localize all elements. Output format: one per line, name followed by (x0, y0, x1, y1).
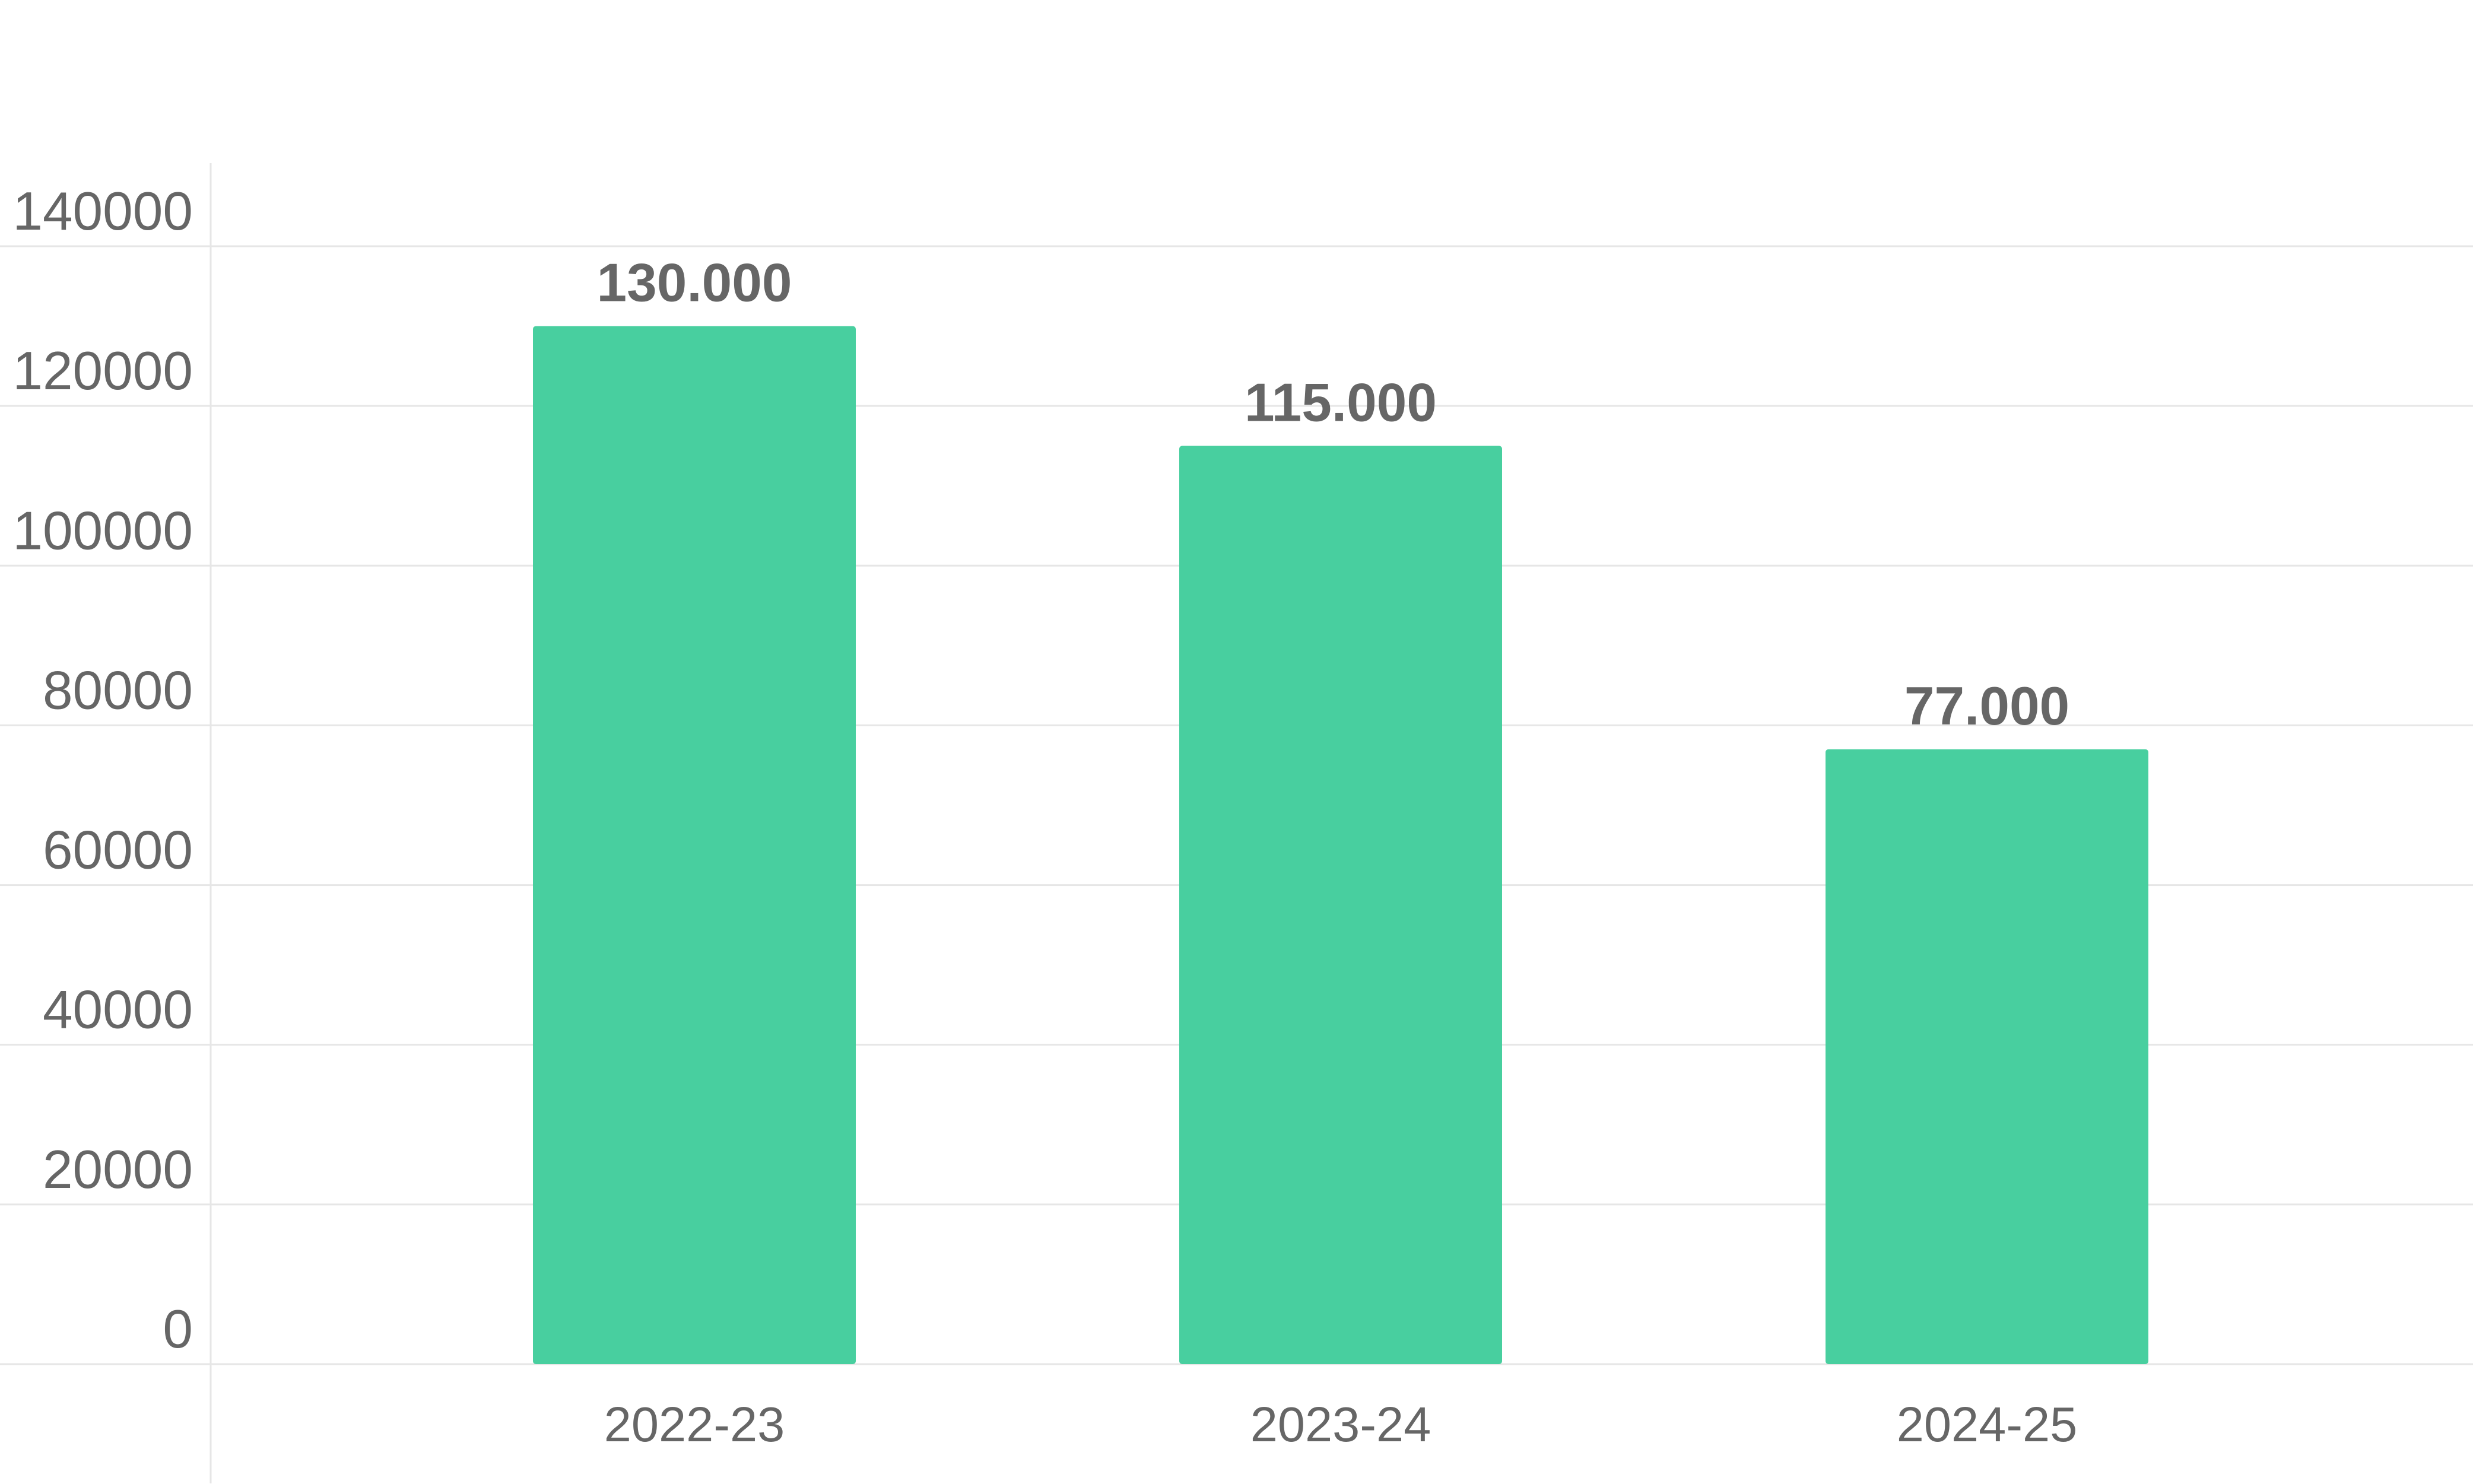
x-tick-label: 2024-25 (1897, 1397, 2078, 1452)
bar (533, 326, 856, 1364)
y-tick-label: 100000 (12, 501, 193, 561)
y-axis-tick-labels: 0 20000 40000 60000 80000 100000 120000 140000 (12, 182, 193, 1359)
x-tick-label: 2023-24 (1250, 1397, 1431, 1452)
y-tick-label: 80000 (43, 660, 193, 720)
x-axis-tick-labels: 2022-23 2023-24 2024-25 (604, 1397, 2078, 1452)
bar (1179, 446, 1502, 1364)
y-tick-label: 40000 (43, 980, 193, 1040)
y-tick-label: 60000 (43, 821, 193, 881)
bar-value-label: 130.000 (597, 253, 792, 313)
x-tick-label: 2022-23 (604, 1397, 785, 1452)
bar-value-label: 77.000 (1904, 676, 2069, 736)
bar-value-label: 115.000 (1245, 373, 1437, 433)
bar-value-labels: 130.000 115.000 77.000 (597, 253, 2070, 736)
y-tick-label: 120000 (12, 341, 193, 401)
bars (533, 326, 2148, 1364)
y-tick-label: 0 (163, 1299, 193, 1359)
y-tick-label: 20000 (43, 1140, 193, 1200)
y-tick-label: 140000 (12, 182, 193, 241)
bar (1826, 749, 2148, 1364)
